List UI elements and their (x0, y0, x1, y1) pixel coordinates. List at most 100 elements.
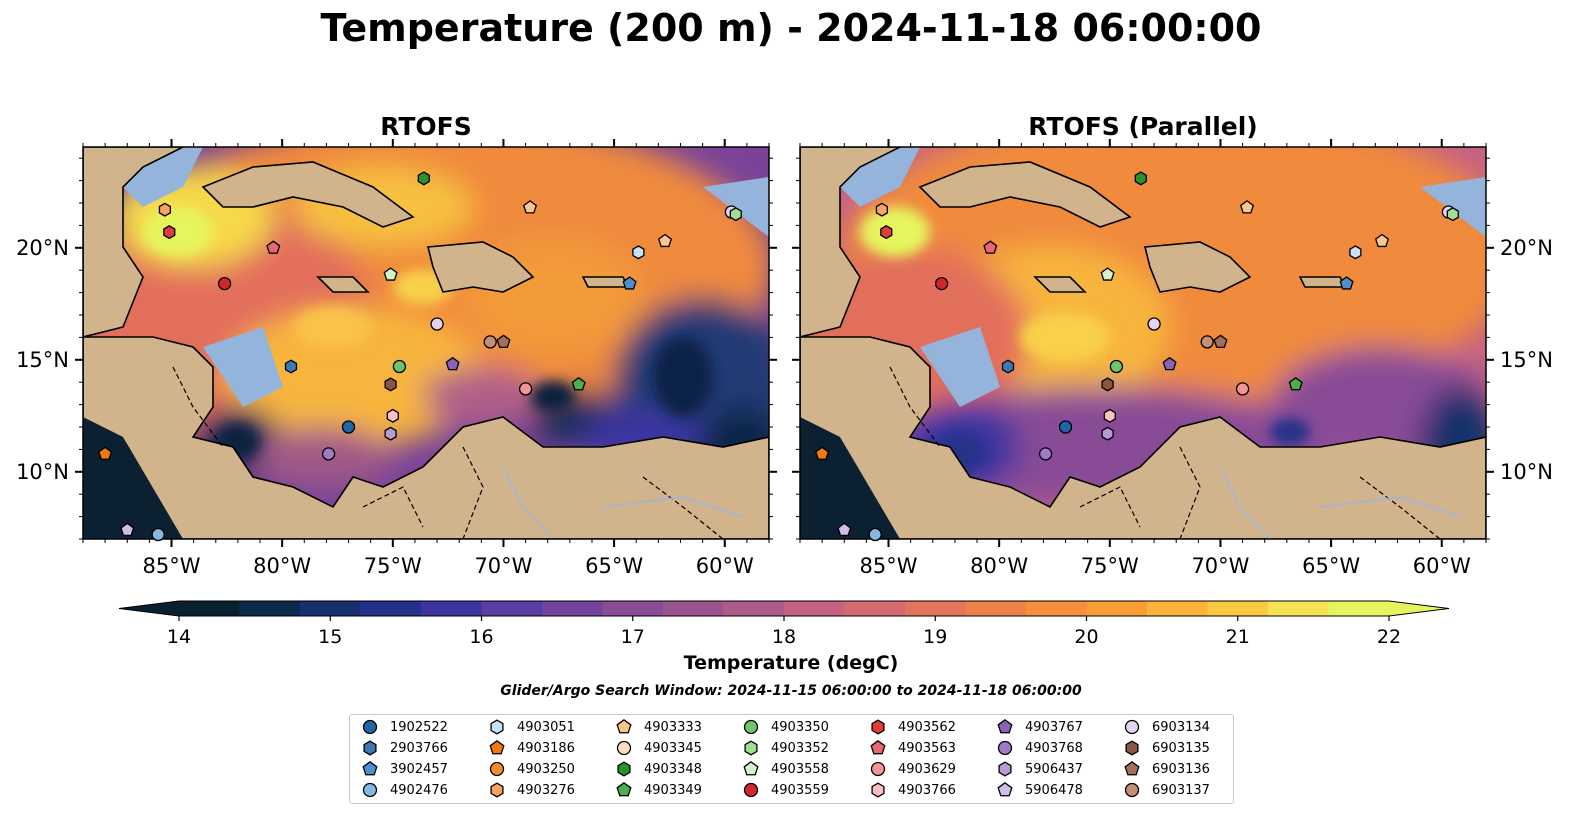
legend-label: 4903186 (517, 740, 575, 756)
float-marker-6903137 (1200, 335, 1214, 349)
float-marker-4903562 (880, 225, 893, 240)
legend-item: 6903137 (1122, 780, 1210, 800)
legend-label: 3902457 (390, 761, 448, 777)
lat-tick-label: 15°N (16, 348, 69, 372)
map-panel-rtofs-parallel: 85°W 80°W 75°W 70°W 65°W 60°W 20°N 15°N 10°N (792, 139, 1553, 578)
float-marker-4903350 (392, 359, 407, 374)
colorbar-tick-label: 15 (318, 626, 342, 648)
colorbar: 14 15 16 17 18 19 20 21 22 (118, 600, 1450, 648)
colorbar-tick-label: 17 (621, 626, 645, 648)
legend-item: 4903766 (868, 780, 956, 800)
float-marker-4903563 (266, 240, 281, 254)
legend-item: 5906478 (995, 780, 1083, 800)
colorbar-segment (663, 601, 724, 616)
legend-marker-pentagon-icon (870, 740, 886, 755)
colorbar-segment (481, 601, 543, 616)
legend-marker-circle-icon (997, 740, 1013, 756)
float-marker-6903137 (483, 335, 497, 349)
legend-label: 4903276 (517, 782, 575, 798)
legend-item: 4903276 (487, 780, 575, 800)
colorbar-segment (784, 601, 845, 616)
legend-label: 4903345 (644, 740, 702, 756)
float-marker-4903767 (1162, 356, 1177, 371)
colorbar-segment (300, 601, 361, 616)
legend-label: 4903333 (644, 719, 702, 735)
float-marker-6903135 (1101, 377, 1114, 392)
float-marker-6903136 (1213, 334, 1228, 348)
legend-marker-circle-icon (1124, 782, 1140, 798)
float-marker-4903348 (1134, 171, 1147, 186)
float-marker-3902457 (1339, 276, 1354, 290)
legend-label: 4903629 (898, 761, 956, 777)
float-marker-4903629 (518, 382, 533, 396)
float-marker-6903136 (496, 334, 511, 348)
legend-marker-pentagon-icon (489, 740, 505, 755)
lon-tick-label: 75°W (364, 554, 422, 578)
float-marker-4903562 (163, 225, 176, 240)
float-marker-4902476 (868, 527, 882, 542)
legend-marker-hexagon-icon (744, 740, 758, 756)
colorbar-tick-label: 16 (469, 626, 493, 648)
float-legend: 1902522 2903766 3902457 4902476 4903051 49031… (349, 714, 1234, 804)
legend-item: 4903345 (614, 738, 702, 758)
legend-marker-pentagon-icon (616, 782, 632, 797)
legend-label: 4903768 (1025, 740, 1083, 756)
float-marker-4903186 (98, 446, 113, 460)
lon-tick-label: 85°W (143, 554, 201, 578)
legend-label: 4903767 (1025, 719, 1083, 735)
colorbar-segment (360, 601, 422, 616)
lat-tick-label: 20°N (16, 236, 69, 260)
legend-marker-circle-icon (870, 761, 886, 777)
float-marker-1902522 (1058, 420, 1073, 434)
legend-label: 2903766 (390, 740, 448, 756)
legend-marker-circle-icon (743, 782, 759, 798)
legend-label: 4903348 (644, 761, 702, 777)
legend-label: 5906478 (1025, 782, 1083, 798)
legend-item: 4903350 (741, 717, 829, 737)
float-marker-4903558 (1100, 267, 1115, 281)
legend-marker-circle-icon (743, 719, 759, 735)
colorbar-tick-label: 18 (772, 626, 796, 648)
legend-marker-hexagon-icon (490, 719, 504, 735)
colorbar-extend-high (1389, 601, 1449, 616)
colorbar-segment (602, 601, 664, 616)
lon-tick-label: 75°W (1081, 554, 1139, 578)
float-marker-4903333 (1239, 200, 1255, 214)
float-marker-4903333 (1374, 233, 1390, 248)
float-marker-4903349 (1288, 376, 1303, 391)
legend-marker-hexagon-icon (998, 761, 1012, 777)
legend-label: 4903766 (898, 782, 956, 798)
legend-item: 1902522 (360, 717, 448, 737)
legend-label: 4903350 (771, 719, 829, 735)
float-marker-4903559 (217, 276, 232, 291)
lon-tick-label: 85°W (860, 554, 918, 578)
float-marker-4903276 (875, 202, 889, 217)
lon-tick-label: 80°W (253, 554, 311, 578)
float-marker-4903563 (983, 240, 998, 254)
lon-tick-label: 60°W (696, 554, 754, 578)
float-marker-4903766 (386, 408, 399, 423)
figure-title: Temperature (200 m) - 2024-11-18 06:00:0… (320, 6, 1262, 50)
legend-item: 4903348 (614, 759, 702, 779)
float-marker-5906437 (1101, 426, 1114, 441)
legend-label: 6903135 (1152, 740, 1210, 756)
colorbar-segment (1328, 601, 1390, 616)
colorbar-extend-low (119, 601, 179, 616)
legend-marker-circle-icon (362, 782, 378, 798)
colorbar-segment (723, 601, 785, 616)
legend-item: 5906437 (995, 759, 1083, 779)
legend-label: 4903352 (771, 740, 829, 756)
legend-marker-pentagon-icon (997, 782, 1013, 797)
legend-item: 4903629 (868, 759, 956, 779)
float-marker-5906437 (384, 426, 397, 441)
legend-marker-hexagon-icon (871, 719, 885, 735)
float-marker-5906478 (837, 522, 852, 536)
float-marker-4903767 (445, 356, 460, 371)
colorbar-segment (1026, 601, 1087, 616)
map-panel-rtofs: 85°W 80°W 75°W 70°W 65°W 60°W 20°N 15°N 10°N (16, 139, 777, 578)
legend-marker-circle-icon (616, 740, 632, 756)
legend-item: 4903349 (614, 780, 702, 800)
panel-title-rtofs: RTOFS (380, 112, 472, 141)
legend-marker-hexagon-icon (1125, 740, 1139, 756)
